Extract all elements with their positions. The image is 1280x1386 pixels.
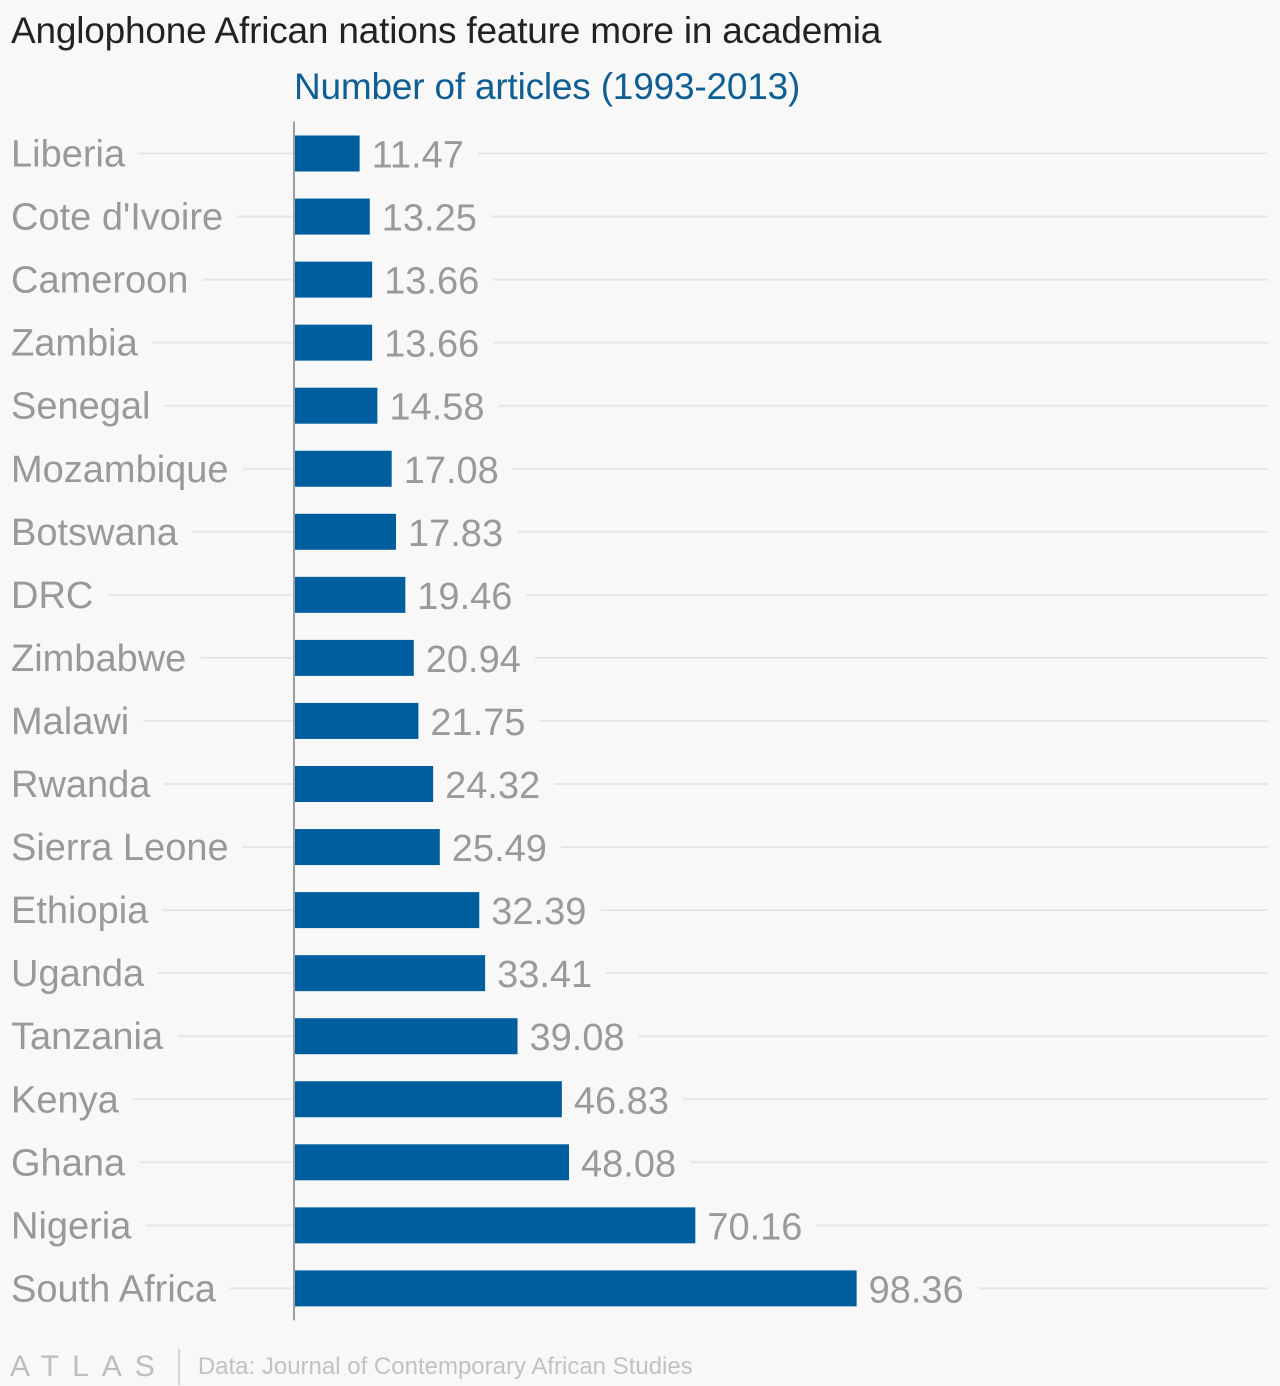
bar	[294, 829, 440, 866]
bar	[294, 387, 378, 424]
value-label: 13.25	[382, 198, 477, 240]
atlas-logo: ATLAS	[10, 1350, 168, 1383]
chart-title: Anglophone African nations feature more …	[11, 10, 882, 51]
category-label: Senegal	[11, 386, 150, 428]
bar	[294, 955, 486, 992]
bar	[294, 1018, 518, 1055]
bar	[294, 1207, 696, 1244]
chart-footer: ATLAS Data: Journal of Contemporary Afri…	[10, 1348, 693, 1386]
bar	[294, 1144, 570, 1181]
value-label: 14.58	[389, 387, 484, 429]
category-label: Botswana	[11, 512, 179, 554]
bar	[294, 324, 373, 361]
category-label: Liberia	[11, 134, 126, 176]
category-label: Sierra Leone	[11, 827, 229, 869]
data-source: Data: Journal of Contemporary African St…	[197, 1353, 693, 1380]
bar	[294, 576, 406, 613]
bar	[294, 198, 370, 235]
value-label: 21.75	[430, 702, 525, 744]
value-label: 39.08	[530, 1017, 625, 1059]
category-label: Mozambique	[11, 449, 229, 491]
category-label: Cameroon	[11, 260, 188, 302]
bar	[294, 639, 414, 676]
category-label: DRC	[11, 575, 93, 617]
value-label: 13.66	[384, 324, 479, 366]
bar	[294, 766, 434, 802]
bar	[294, 261, 373, 298]
category-label: Rwanda	[11, 764, 151, 806]
value-label: 46.83	[574, 1080, 669, 1122]
value-label: 25.49	[452, 828, 547, 870]
value-label: 17.83	[408, 513, 503, 555]
category-label: Zimbabwe	[11, 638, 186, 680]
value-label: 32.39	[491, 891, 586, 933]
value-label: 17.08	[404, 450, 499, 492]
bar	[294, 513, 396, 550]
category-label: Ghana	[11, 1142, 126, 1184]
category-label: South Africa	[11, 1268, 217, 1310]
bar-chart: Liberia 11.47 Cote d'Ivoire 13.25 Cameroon 13…	[11, 121, 1268, 1321]
category-label: Cote d'Ivoire	[11, 197, 223, 239]
category-label: Uganda	[11, 953, 145, 995]
bar	[294, 702, 419, 739]
value-label: 24.32	[445, 765, 540, 807]
category-label: Malawi	[11, 701, 129, 743]
value-label: 11.47	[372, 135, 464, 177]
value-label: 98.36	[869, 1269, 964, 1311]
footer-divider	[177, 1349, 180, 1385]
bar	[294, 1081, 562, 1118]
bar	[294, 135, 360, 172]
value-label: 70.16	[707, 1206, 802, 1248]
value-label: 20.94	[426, 639, 521, 681]
value-label: 13.66	[384, 261, 479, 303]
value-label: 48.08	[581, 1143, 676, 1185]
bar	[294, 450, 392, 487]
category-label: Kenya	[11, 1079, 120, 1121]
value-label: 33.41	[497, 954, 592, 996]
category-label: Nigeria	[11, 1205, 132, 1247]
bar	[294, 1270, 857, 1307]
value-label: 19.46	[417, 576, 512, 618]
category-label: Ethiopia	[11, 890, 149, 932]
bar	[294, 892, 480, 929]
category-label: Tanzania	[11, 1016, 164, 1058]
chart-subtitle: Number of articles (1993-2013)	[294, 66, 801, 107]
category-label: Zambia	[11, 323, 139, 365]
